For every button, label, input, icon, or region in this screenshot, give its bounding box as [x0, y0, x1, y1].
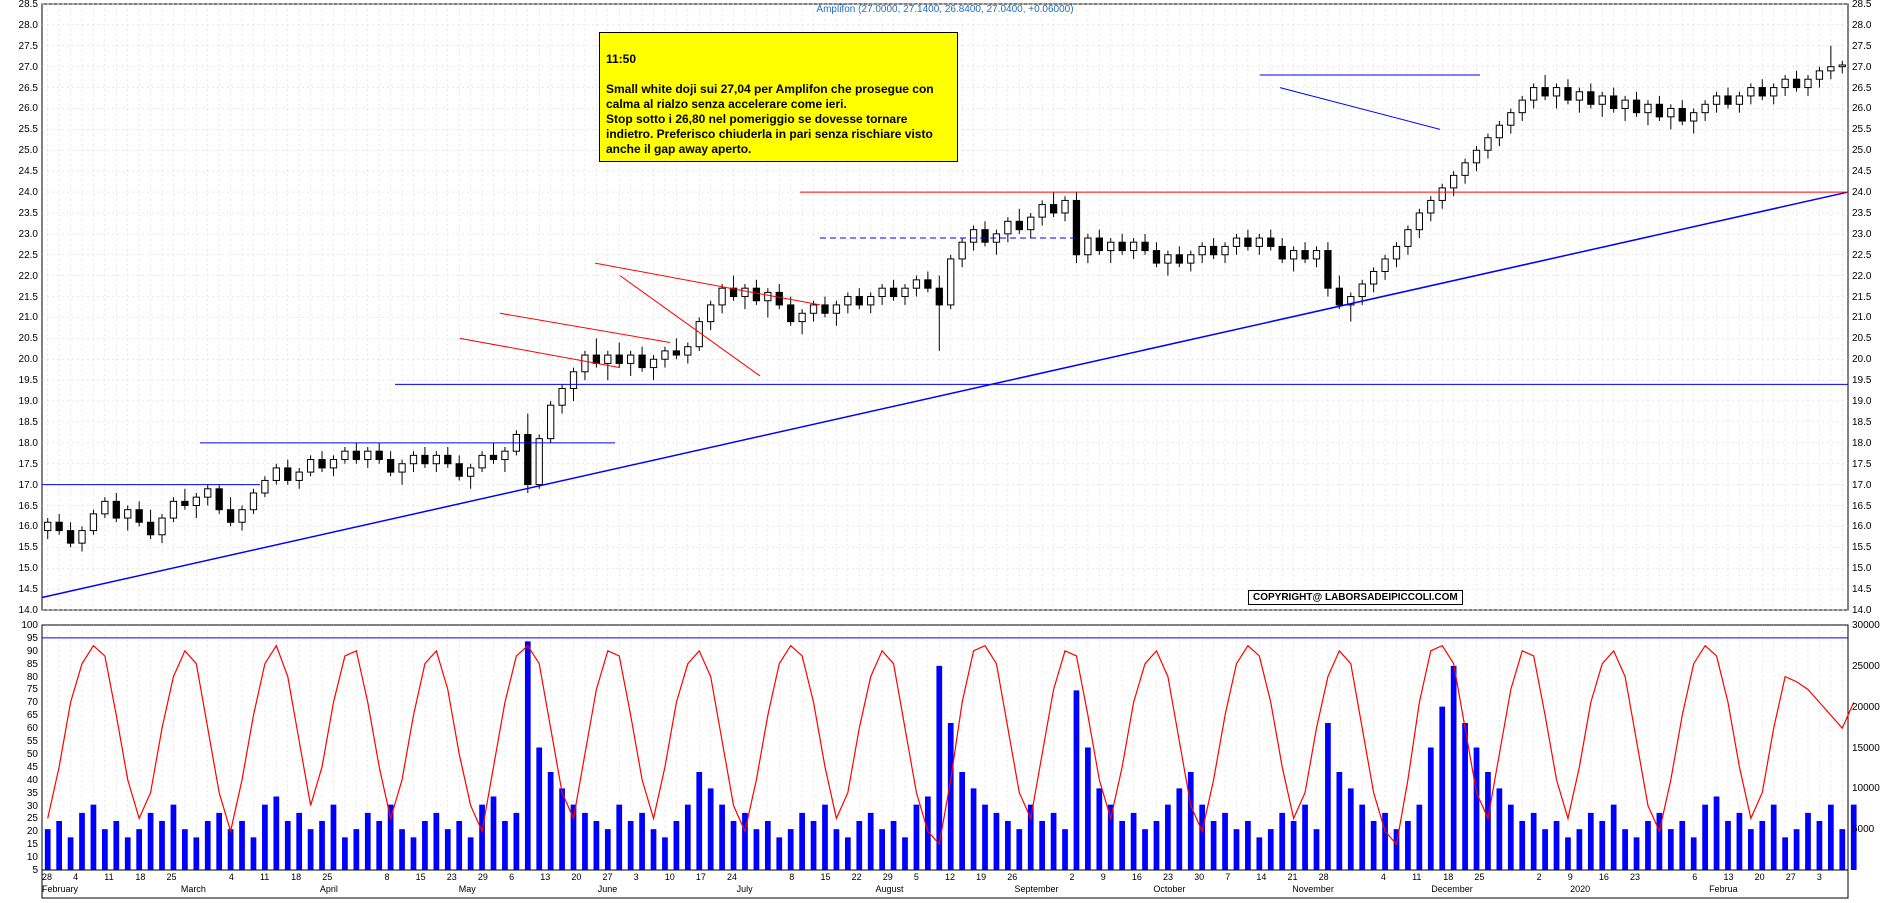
chart-root: { "canvas":{"w":1890,"h":903}, "title":"… [0, 0, 1890, 903]
annotation-box: 11:50 Small white doji sui 27,04 per Amp… [599, 32, 958, 162]
annotation-text: Small white doji sui 27,04 per Amplifon … [606, 82, 934, 156]
annotation-time: 11:50 [606, 52, 636, 66]
copyright-label: COPYRIGHT@ LABORSADEIPICCOLI.COM [1248, 590, 1463, 605]
